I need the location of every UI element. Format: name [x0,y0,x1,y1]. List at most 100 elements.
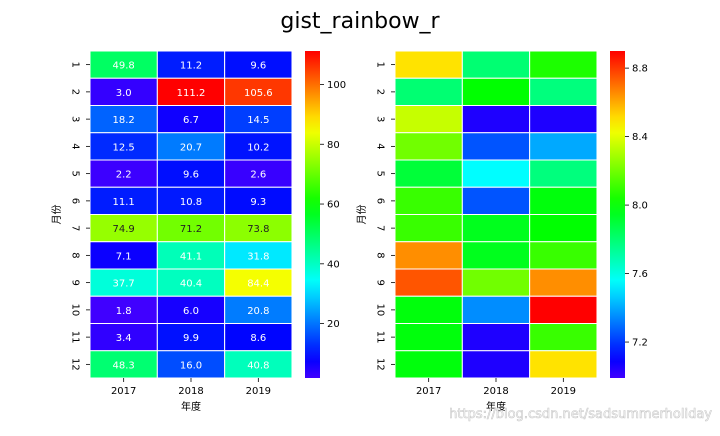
y-tick-label: 2 [375,89,386,95]
y-tick-label: 10 [70,304,81,317]
y-tick-label: 11 [375,331,386,344]
colorbar-tick-label: 20 [327,319,340,330]
heatmap-cell [461,186,531,215]
cell-value-label: 2.2 [116,170,132,181]
y-tick-label: 9 [375,279,386,285]
heatmap-cell [224,295,293,324]
cell-value-label: 41.1 [180,251,202,262]
heatmap-cell [529,105,598,134]
cell-value-label: 9.3 [250,197,266,208]
y-axis-label: 月份 [356,205,368,225]
y-tick-label: 4 [375,143,386,149]
heatmap-cell [394,295,463,324]
cell-value-label: 2.6 [250,170,266,181]
heatmap-cell [461,323,531,352]
y-tick-label: 4 [70,143,81,149]
heatmap-cell [156,214,226,243]
heatmap-cell [394,159,463,188]
x-tick-label: 2018 [178,386,203,397]
cell-value-label: 11.2 [180,61,202,72]
heatmap-cell [461,105,531,134]
x-tick-label: 2018 [483,386,508,397]
heatmap-cell [529,50,598,79]
y-tick-label: 12 [70,358,81,371]
heatmap-cell [461,295,531,324]
heatmap-cell [89,132,158,161]
heatmap-cell [89,295,158,324]
cell-value-label: 7.1 [116,251,132,262]
colorbar-tick-label: 8.8 [632,64,648,75]
colorbar-tick-label: 7.6 [632,269,648,280]
cell-value-label: 6.7 [183,115,199,126]
cell-value-label: 6.0 [183,306,199,317]
heatmap-cell [529,350,598,379]
heatmap-left: 49.8 11.2 9.6 3.0 111.2 105.6 18.2 6.7 14.5 12.5 2… [51,50,293,413]
colorbar-tick-label: 80 [327,140,340,151]
heatmap-cell [224,241,293,270]
cell-value-label: 11.1 [113,197,135,208]
y-tick-label: 10 [375,304,386,317]
cell-value-label: 9.9 [183,333,199,344]
cell-value-label: 8.6 [250,333,266,344]
heatmap-cell [89,214,158,243]
colorbar-tick-label: 100 [327,80,346,91]
y-tick-label: 11 [70,331,81,344]
colorbar-tick-label: 60 [327,200,340,211]
heatmap-cell [461,241,531,270]
heatmap-cell [529,186,598,215]
y-tick-label: 12 [375,358,386,371]
heatmap-cell [156,241,226,270]
heatmap-cell [156,295,226,324]
heatmap-cell [529,77,598,106]
colorbar-strip [305,51,320,378]
heatmap-cell [89,323,158,352]
heatmap-cell [224,132,293,161]
cell-value-label: 9.6 [183,170,199,181]
x-tick-label: 2017 [416,386,441,397]
heatmap-cell [394,214,463,243]
heatmap-cell [156,50,226,79]
x-tick-label: 2019 [246,386,271,397]
heatmap-cell [224,214,293,243]
heatmap-cell [394,186,463,215]
y-tick-label: 6 [70,198,81,204]
colorbar-strip [610,51,625,378]
heatmap-cell [461,50,531,79]
heatmap-cell [394,50,463,79]
cell-value-label: 111.2 [177,88,206,99]
heatmap-cell [461,268,531,297]
heatmap-cell [529,132,598,161]
cell-value-label: 16.0 [180,360,202,371]
heatmap-cell [529,268,598,297]
heatmap-cell [394,77,463,106]
colorbar-tick-label: 40 [327,259,340,270]
cell-value-label: 12.5 [113,142,135,153]
heatmap-cell [224,350,293,379]
colorbar-tick-label: 8.0 [632,201,648,212]
heatmap-cell [529,295,598,324]
y-tick-label: 5 [375,170,386,176]
colorbar-left: 20 40 60 80 100 [305,51,346,378]
heatmap-cell [394,105,463,134]
figure-title: gist_rainbow_r [280,9,440,34]
cell-value-label: 20.7 [180,142,202,153]
cell-value-label: 49.8 [113,61,135,72]
y-tick-label: 7 [375,225,386,231]
x-tick-label: 2017 [111,386,136,397]
y-tick-label: 1 [375,61,386,67]
heatmap-cell [529,159,598,188]
cell-value-label: 18.2 [113,115,135,126]
heatmap-cell [394,268,463,297]
y-tick-label: 3 [375,116,386,122]
cell-value-label: 20.8 [247,306,269,317]
heatmap-cell [529,241,598,270]
cell-value-label: 71.2 [180,224,202,235]
heatmap-cell [461,77,531,106]
heatmap-cell [461,350,531,379]
heatmap-cell [394,350,463,379]
y-tick-label: 9 [70,279,81,285]
heatmap-cell [89,241,158,270]
colorbar-tick-label: 8.4 [632,132,648,143]
cell-value-label: 31.8 [247,251,269,262]
heatmap-cell [461,159,531,188]
